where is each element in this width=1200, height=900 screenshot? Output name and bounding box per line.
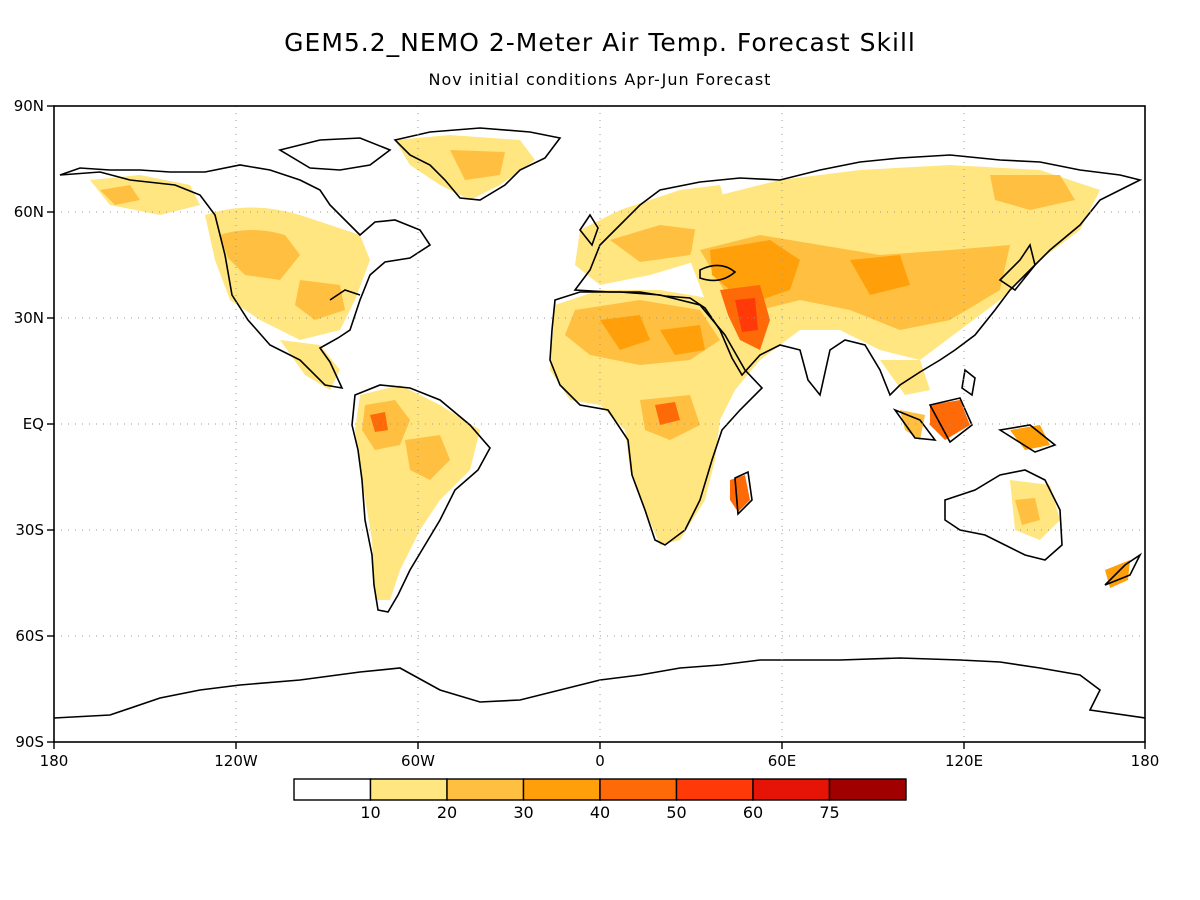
colorbar-label: 40	[590, 803, 610, 822]
lon-label: 0	[595, 752, 605, 770]
lat-label: 60N	[14, 203, 44, 221]
lon-label: 120W	[214, 752, 258, 770]
colorbar-swatch	[446, 778, 525, 801]
skill-shading	[90, 135, 1130, 600]
colorbar-label: 60	[743, 803, 763, 822]
lat-label: 30N	[14, 309, 44, 327]
longitude-labels: 180 120W 60W 0 60E 120E 180	[40, 752, 1160, 770]
colorbar-swatch	[675, 778, 754, 801]
map-title: GEM5.2_NEMO 2-Meter Air Temp. Forecast S…	[284, 28, 916, 57]
colorbar: 10 20 30 40 50 60 75	[293, 778, 907, 822]
lat-label: 90N	[14, 97, 44, 115]
colorbar-label: 10	[360, 803, 380, 822]
colorbar-swatch	[828, 778, 907, 801]
colorbar-label: 75	[819, 803, 839, 822]
colorbar-swatch	[752, 778, 831, 801]
colorbar-label: 30	[513, 803, 533, 822]
colorbar-label: 50	[666, 803, 686, 822]
colorbar-swatch	[369, 778, 448, 801]
lat-label: 30S	[15, 521, 44, 539]
colorbar-label: 20	[437, 803, 457, 822]
lon-label: 180	[1131, 752, 1160, 770]
latitude-labels: 90N 60N 30N EQ 30S 60S 90S	[14, 97, 44, 751]
lon-label: 180	[40, 752, 69, 770]
coastlines	[54, 127, 1145, 719]
map-subtitle: Nov initial conditions Apr-Jun Forecast	[428, 70, 772, 89]
colorbar-swatch	[599, 778, 678, 801]
lon-label: 60W	[401, 752, 435, 770]
lat-label: 60S	[15, 627, 44, 645]
map-area	[54, 106, 1145, 742]
graticule	[54, 106, 1145, 742]
lat-label: 90S	[15, 733, 44, 751]
lat-label: EQ	[23, 415, 44, 433]
lon-label: 60E	[768, 752, 797, 770]
tick-marks	[47, 105, 1146, 749]
lon-label: 120E	[945, 752, 983, 770]
colorbar-swatch	[522, 778, 601, 801]
colorbar-swatch	[293, 778, 372, 801]
